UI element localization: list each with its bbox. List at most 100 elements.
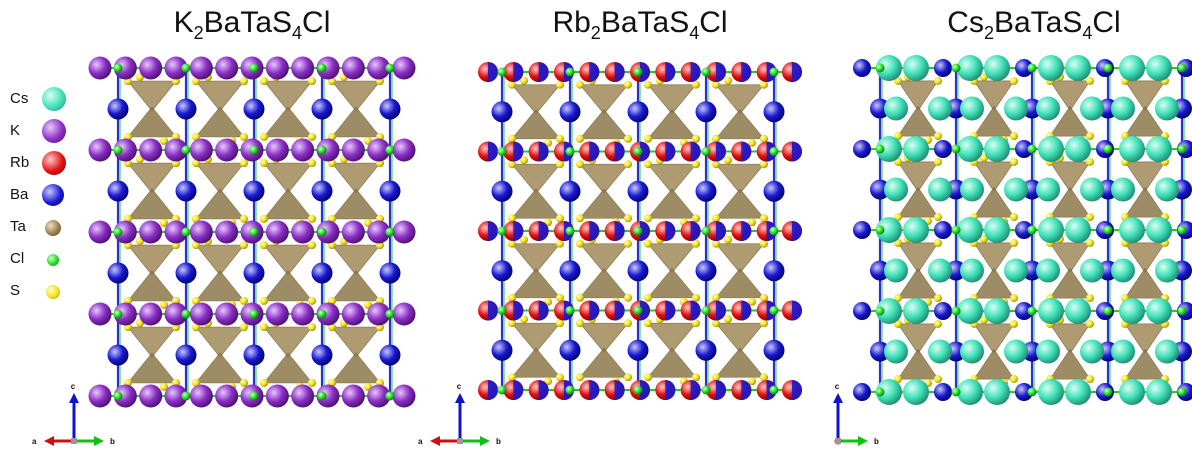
s-atom [624,373,632,382]
ba-atom [853,221,871,239]
s-atom [712,80,720,89]
cl-atom [875,306,885,316]
cs-atom [1065,379,1091,405]
s-atom [748,377,756,386]
k-atom [316,56,340,80]
ba-atom-fragment [690,141,701,162]
cs-atom [876,136,902,162]
ta-octahedron [1124,267,1166,299]
ba-atom [107,344,129,366]
cs-atom [1111,339,1135,364]
ba-atom [853,302,871,320]
k-atom [88,384,112,408]
ta-octahedron [195,270,245,302]
cs-atom [1038,298,1064,324]
s-atom [644,293,652,302]
s-atom [308,323,316,332]
ba-atom [243,180,265,202]
cs-atom [957,379,983,405]
k-atom [265,220,289,244]
cs-atom [1065,136,1091,162]
cl-atom [951,306,961,316]
s-atom [1010,238,1018,247]
ba-atom [627,339,649,361]
ta-octahedron [195,244,245,276]
s-atom [692,80,700,89]
ba-atom [491,101,513,123]
ba-atom [175,98,197,120]
ta-octahedron [1124,323,1166,355]
ta-octahedron [897,323,939,355]
s-atom [692,134,700,143]
panel-title-k: K2BaTaS4Cl [173,6,331,43]
cs-atom [1036,339,1060,364]
s-atom [894,375,902,384]
cs-atom [903,55,929,81]
cs-atom [984,136,1010,162]
s-atom [576,134,584,143]
k-atom [291,302,315,326]
cl-atom [633,226,643,236]
s-atom [760,239,768,248]
ta-octahedron [715,268,765,299]
s-atom [980,315,988,324]
k-atom [164,302,188,326]
cl-atom [951,144,961,154]
cs-atom [1119,136,1145,162]
c-axis-arrowhead [69,393,79,403]
s-atom [1010,294,1018,303]
cl-atom [317,309,327,319]
s-atom [520,315,528,324]
s-atom [1086,238,1094,247]
ba-atom-fragment [488,380,498,400]
s-atom [556,134,564,143]
ba-atom-fragment [690,300,701,321]
k-atom [113,220,137,244]
ta-octahedron [1124,242,1166,274]
k-atom [139,138,163,162]
k-atom [341,384,365,408]
k-atom [215,384,239,408]
k-atom-icon [42,119,66,143]
s-atom [556,214,564,223]
s-atom [240,159,248,168]
ba-atom [853,140,871,158]
cs-atom [984,298,1010,324]
ta-octahedron [127,244,177,276]
s-atom [934,375,942,384]
s-atom [692,319,700,328]
ta-octahedron [195,326,245,358]
cl-atom [249,63,259,73]
s-atom [260,378,268,387]
s-atom [160,300,168,309]
s-atom [192,241,200,250]
ba-atom [946,260,966,281]
s-atom [240,378,248,387]
atom-legend: Cs K Rb Ba Ta Cl S [8,84,68,308]
s-atom [308,241,316,250]
ta-octahedron [511,268,561,299]
ta-octahedron [1124,186,1166,218]
b-axis-label: b [874,437,879,446]
cs-atom [1038,55,1064,81]
s-atom [644,239,652,248]
axis-origin [71,438,77,444]
cs-atom [1146,298,1172,324]
ta-octahedron [715,109,765,140]
s-atom [576,319,584,328]
cl-atom [701,226,711,236]
ba-atom [175,344,197,366]
ta-octahedron [715,243,765,274]
cs-atom [1111,177,1135,202]
ba-atom-fragment [741,221,752,241]
ba-atom-fragment [538,380,549,400]
s-atom [692,214,700,223]
ba-atom [311,98,333,120]
ta-octahedron [973,267,1015,299]
ba-atom [243,98,265,120]
s-atom [508,319,516,328]
ba-atom [1022,260,1042,281]
ba-atom [1015,302,1033,320]
k-atom [189,220,213,244]
s-atom [934,76,942,85]
